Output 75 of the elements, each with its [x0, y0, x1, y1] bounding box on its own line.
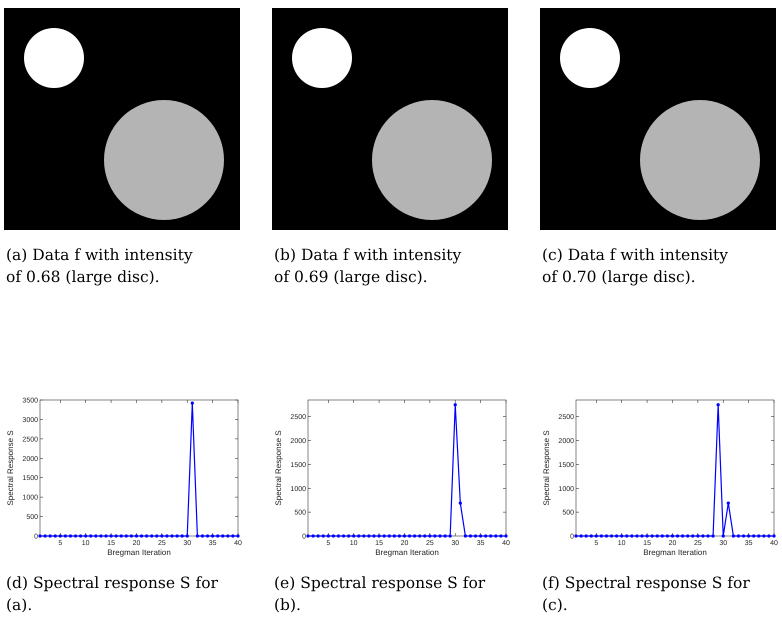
text: (a) Data f with intensity of 0.68 (large disc). — [6, 246, 193, 286]
point — [418, 534, 422, 538]
point — [716, 403, 720, 406]
point — [392, 534, 396, 538]
point — [767, 534, 771, 538]
point — [736, 534, 740, 538]
text: (c) Data f with intensity of 0.70 (large disc). — [542, 246, 728, 286]
point — [311, 534, 315, 538]
point — [454, 403, 457, 406]
point — [762, 534, 766, 538]
point — [332, 534, 335, 538]
point — [600, 534, 603, 538]
point — [342, 534, 346, 538]
point — [484, 534, 488, 538]
point — [388, 534, 391, 538]
point — [701, 534, 705, 538]
point — [408, 534, 412, 538]
point — [650, 534, 654, 538]
point — [494, 534, 498, 538]
text: (d) Spectral response S for (a). — [6, 574, 219, 614]
point — [499, 534, 503, 538]
point — [711, 534, 715, 538]
text: (f) Spectral response S for (c). — [542, 574, 750, 614]
point — [726, 501, 730, 505]
point — [423, 534, 426, 538]
point — [752, 534, 756, 538]
point — [640, 534, 644, 538]
point — [443, 534, 447, 538]
point — [706, 534, 710, 538]
point — [590, 534, 593, 538]
x-axis-title: Bregman Iteration — [375, 548, 439, 557]
point — [438, 534, 442, 538]
point — [474, 534, 478, 538]
y-axis-title: Spectral Response S — [6, 430, 15, 506]
point — [630, 534, 634, 538]
point — [676, 534, 680, 538]
point — [372, 534, 376, 538]
point — [584, 534, 588, 538]
x-axis-title: Bregman Iteration — [643, 548, 707, 557]
point — [660, 534, 664, 538]
point — [382, 534, 386, 538]
point — [468, 534, 472, 538]
point — [464, 534, 467, 538]
point — [635, 534, 639, 538]
point — [413, 534, 416, 538]
point — [610, 534, 614, 538]
point — [322, 534, 325, 538]
point — [489, 534, 492, 538]
point — [367, 534, 371, 538]
point — [316, 534, 320, 538]
text: (b) Data f with intensity of 0.69 (large disc). — [274, 246, 462, 286]
point — [666, 534, 669, 538]
point — [615, 534, 618, 538]
point — [604, 534, 608, 538]
point — [336, 534, 340, 538]
point — [398, 534, 401, 538]
text: (e) Spectral response S for (b). — [274, 574, 486, 614]
point — [732, 534, 735, 538]
y-axis-title: Spectral Response S — [542, 430, 551, 506]
point — [448, 534, 452, 538]
point — [691, 534, 694, 538]
point — [742, 534, 746, 538]
point — [686, 534, 690, 538]
point — [656, 534, 659, 538]
point — [681, 534, 684, 538]
point — [357, 534, 360, 538]
point — [625, 534, 628, 538]
point — [347, 534, 350, 538]
point — [579, 534, 583, 538]
point — [757, 534, 760, 538]
x-axis-title: Bregman Iteration — [107, 548, 171, 557]
point — [362, 534, 366, 538]
point — [458, 501, 462, 505]
y-axis-title: Spectral Response S — [274, 430, 283, 506]
point — [433, 534, 437, 538]
